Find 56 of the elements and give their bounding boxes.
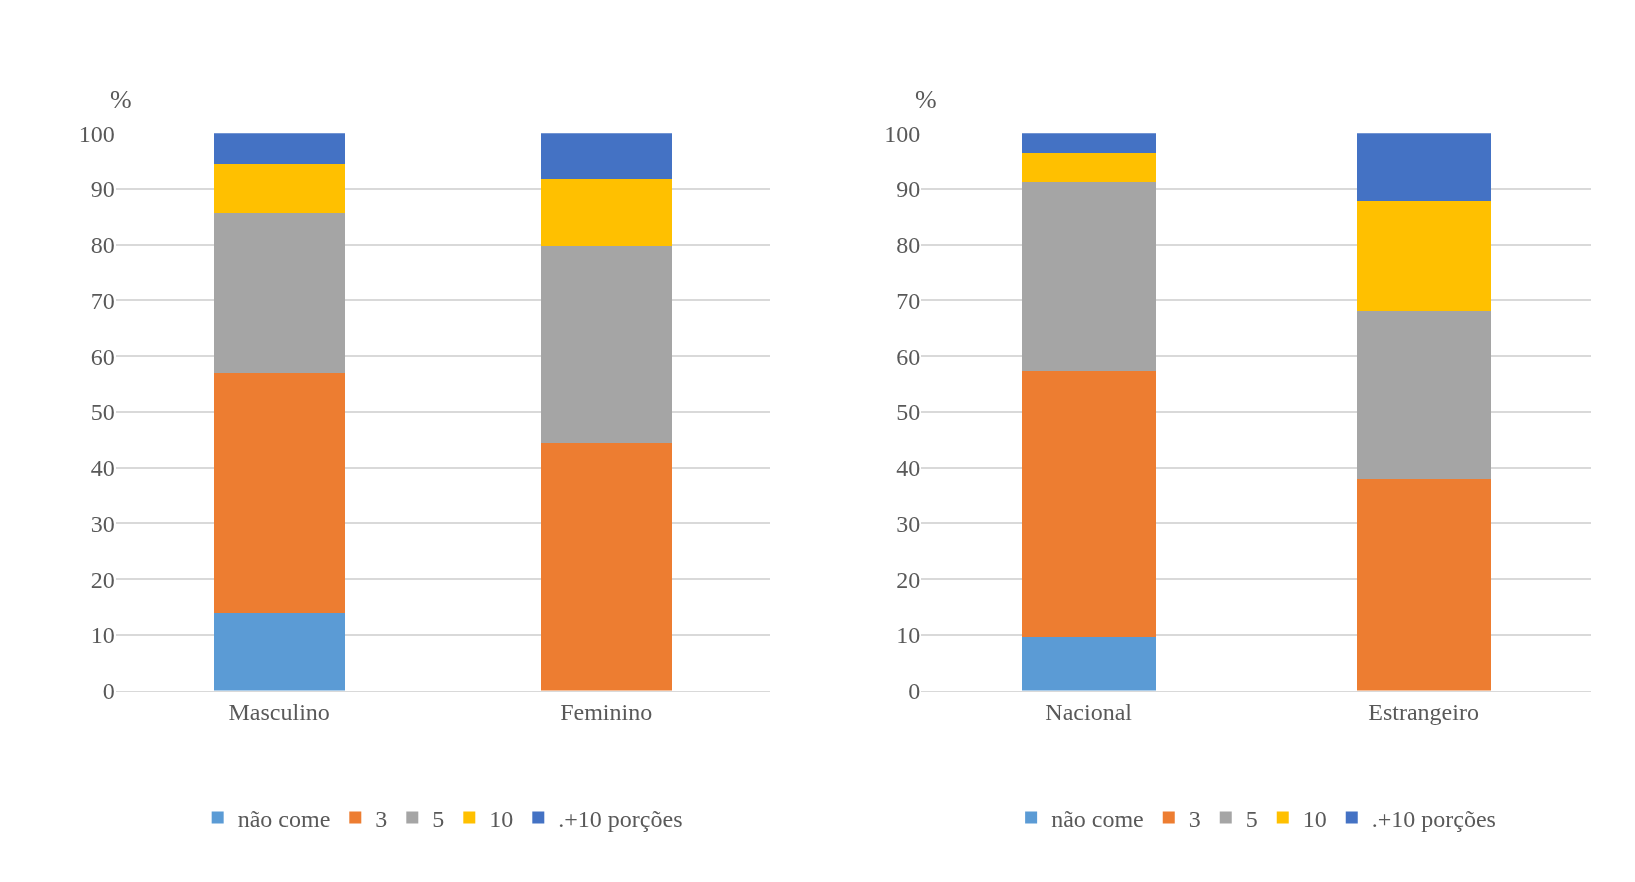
x-tick-label: Nacional	[1045, 699, 1133, 726]
bar	[1356, 133, 1491, 201]
y-tick-label: 0	[102, 678, 115, 704]
y-tick-label: 100	[78, 120, 115, 147]
bar	[1356, 200, 1491, 311]
bar	[213, 212, 345, 373]
y-tick-label: 60	[896, 343, 921, 370]
x-tick-label: Estrangeiro	[1368, 699, 1479, 726]
y-tick-label: 50	[90, 399, 115, 426]
y-tick-label: 60	[90, 343, 115, 370]
y-tick-label: 100	[884, 120, 921, 147]
y-tick-label: 20	[896, 566, 921, 593]
legend-label: 3	[375, 805, 388, 832]
legend-label: .+10 porções	[558, 805, 683, 832]
y-tick-label: 80	[90, 232, 115, 259]
bar	[540, 246, 672, 443]
legend-label: .+10 porções	[1371, 805, 1496, 832]
legend-label: 3	[1188, 805, 1201, 832]
y-tick-label: 80	[896, 232, 921, 259]
bar	[540, 133, 672, 179]
y-axis-title: %	[915, 85, 937, 114]
y-tick-label: 30	[896, 510, 921, 537]
y-tick-label: 90	[896, 176, 921, 203]
x-tick-label: Feminino	[560, 699, 653, 726]
y-tick-label: 50	[896, 399, 921, 426]
y-tick-label: 40	[896, 455, 921, 482]
bar	[213, 163, 345, 213]
y-tick-label: 90	[90, 176, 115, 203]
y-axis-title: %	[110, 85, 132, 114]
bar	[1021, 636, 1156, 691]
x-tick-label: Masculino	[228, 699, 330, 726]
bar	[540, 178, 672, 247]
bar	[213, 133, 345, 164]
y-tick-label: 70	[90, 287, 115, 314]
bar	[1356, 479, 1491, 691]
bar	[1356, 310, 1491, 480]
bar	[540, 442, 672, 691]
legend-label: não come	[237, 805, 331, 832]
legend-label: 5	[432, 805, 445, 832]
bar	[1021, 133, 1156, 154]
y-tick-label: 70	[896, 287, 921, 314]
bar	[1021, 181, 1156, 372]
legend-label: 10	[489, 805, 514, 832]
y-tick-label: 10	[90, 622, 115, 649]
y-tick-label: 20	[90, 566, 115, 593]
y-tick-label: 0	[908, 678, 921, 704]
legend-label: 5	[1245, 805, 1258, 832]
bar	[213, 372, 345, 613]
bar	[213, 612, 345, 691]
y-tick-label: 30	[90, 510, 115, 537]
y-tick-label: 10	[896, 622, 921, 649]
bar	[1021, 371, 1156, 637]
legend-label: 10	[1302, 805, 1327, 832]
legend-label: não come	[1051, 805, 1144, 832]
y-tick-label: 40	[90, 455, 115, 482]
bar	[1021, 153, 1156, 182]
